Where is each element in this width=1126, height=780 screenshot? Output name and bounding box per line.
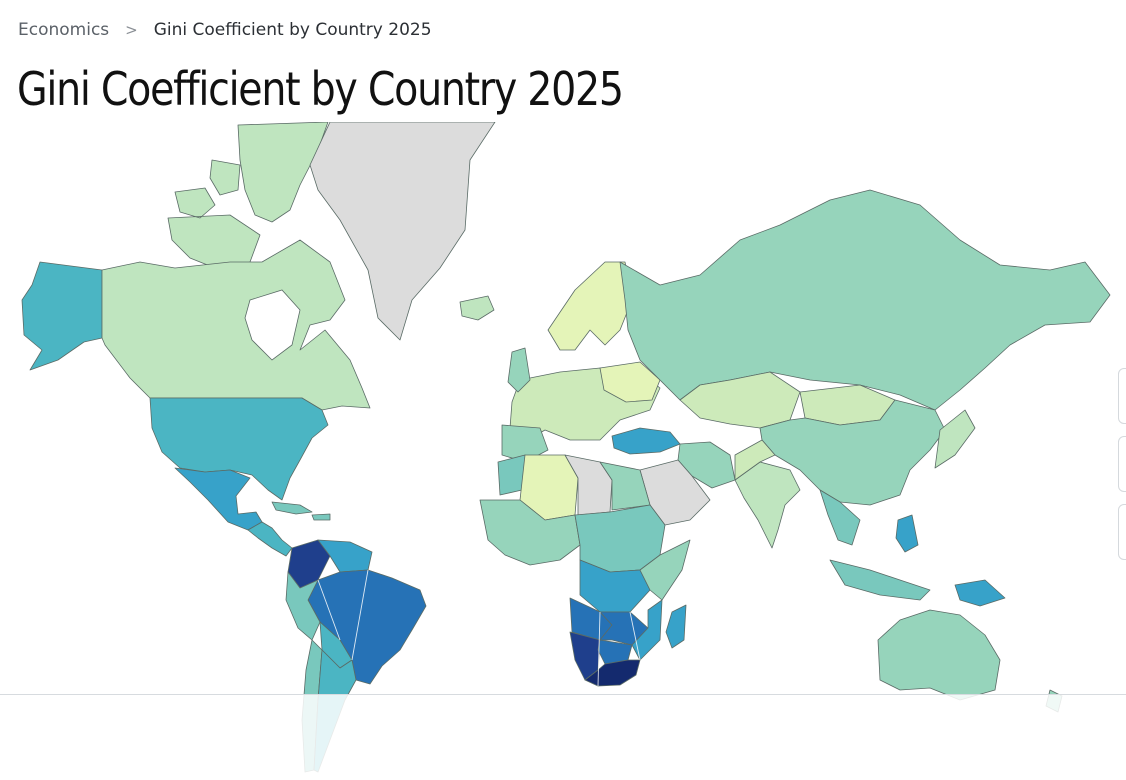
country-china[interactable] [759, 399, 946, 506]
page-title: Gini Coefficient by Country 2025 [17, 62, 624, 116]
country-drc[interactable] [579, 559, 651, 613]
region-scandinavia[interactable] [547, 261, 633, 351]
side-panel-tab[interactable] [1118, 436, 1126, 492]
breadcrumb-separator: > [125, 21, 138, 39]
country-kazakhstan[interactable] [679, 371, 801, 429]
country-egypt[interactable] [599, 461, 651, 511]
region-caribbean[interactable] [271, 501, 331, 521]
country-pakistan[interactable] [734, 439, 776, 481]
breadcrumb-link-economics[interactable]: Economics [18, 20, 110, 40]
breadcrumb: Economics > Gini Coefficient by Country … [18, 18, 432, 42]
country-madagascar[interactable] [665, 604, 687, 649]
country-philippines[interactable] [895, 514, 919, 553]
country-canada-arctic[interactable] [237, 122, 329, 223]
region-west-africa[interactable] [479, 499, 581, 566]
region-central-america[interactable] [247, 521, 293, 557]
country-indonesia[interactable] [829, 559, 931, 601]
country-turkey[interactable] [611, 427, 681, 455]
choropleth-map[interactable] [0, 122, 1126, 780]
country-canada[interactable] [101, 239, 371, 411]
country-russia[interactable] [619, 189, 1111, 411]
country-australia[interactable] [877, 609, 1001, 701]
region-east-africa[interactable] [639, 539, 691, 601]
world-map[interactable] [0, 122, 1126, 780]
country-alaska[interactable] [21, 261, 103, 371]
country-greenland[interactable] [309, 122, 496, 341]
country-india[interactable] [734, 461, 801, 549]
country-canada-islands[interactable] [167, 159, 261, 271]
map-fade-overlay [0, 694, 1126, 780]
country-mexico[interactable] [174, 467, 263, 531]
country-ukraine-belarus[interactable] [599, 361, 661, 403]
side-panel-tab[interactable] [1118, 504, 1126, 560]
breadcrumb-current: Gini Coefficient by Country 2025 [153, 20, 432, 40]
country-japan[interactable] [934, 409, 976, 469]
country-papua-new-guinea[interactable] [954, 579, 1006, 607]
country-usa[interactable] [149, 397, 329, 501]
side-panel-tab[interactable] [1118, 368, 1126, 424]
country-iceland[interactable] [459, 295, 495, 321]
region-southeast-asia[interactable] [819, 489, 861, 546]
country-uk[interactable] [507, 347, 531, 393]
country-zambia[interactable] [599, 611, 649, 646]
